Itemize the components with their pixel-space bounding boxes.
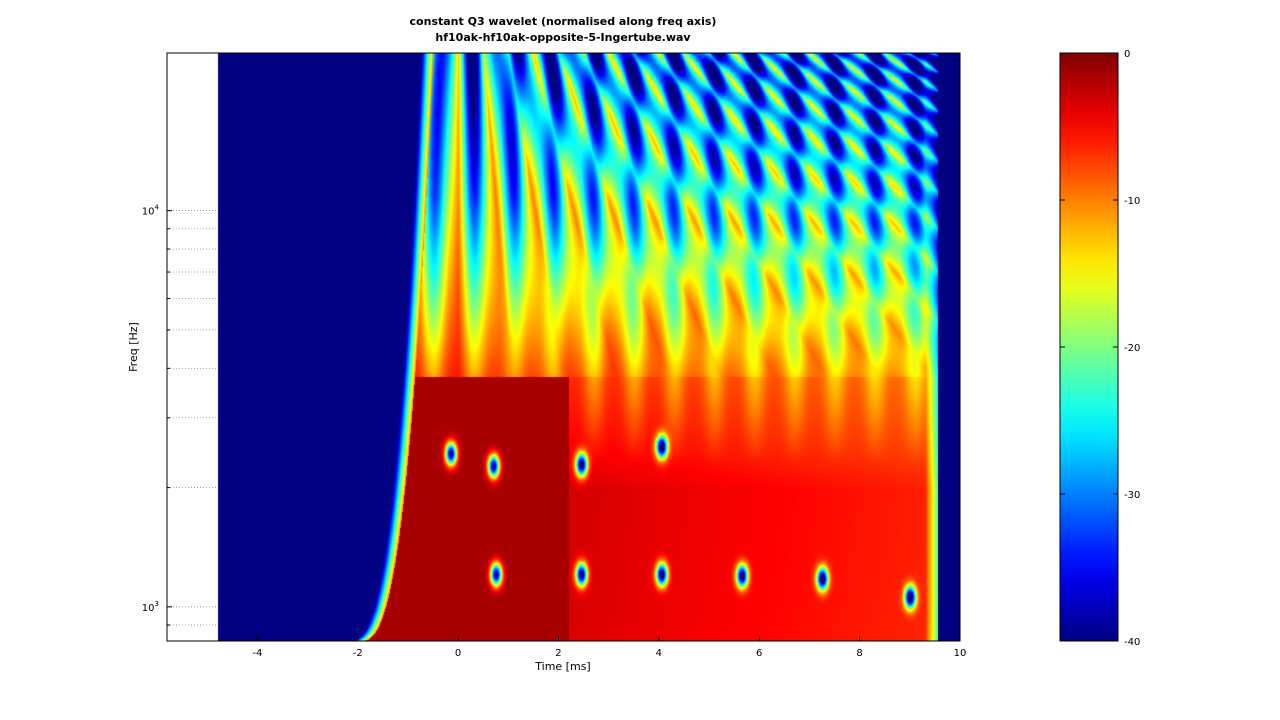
x-tick-label: 2 xyxy=(555,648,561,659)
x-tick-label: 4 xyxy=(656,648,662,659)
colorbar-ticks: 0 -10 -20 -30 -40 xyxy=(1060,49,1140,648)
heatmap-image xyxy=(167,53,960,641)
heatmap xyxy=(167,53,960,641)
x-tick-label: -2 xyxy=(353,648,363,659)
chart-subtitle-line: hf10ak-hf10ak-opposite-5-Ingertube.wav xyxy=(435,31,691,44)
y-axis-label: Freq [Hz] xyxy=(127,322,140,372)
plot-area: -4 -2 0 2 4 6 8 10 103 104 Time [ms] Freq [Hz] xyxy=(127,52,966,673)
x-tick-label: 10 xyxy=(954,648,967,659)
x-tick-label: 6 xyxy=(756,648,762,659)
colorbar-tick-label: -20 xyxy=(1124,343,1140,354)
colorbar-tick-label: -40 xyxy=(1124,637,1140,648)
chart-title: constant Q3 wavelet (normalised along fr… xyxy=(410,15,717,44)
colorbar-tick-label: -30 xyxy=(1124,490,1140,501)
colorbar-gradient xyxy=(1060,53,1118,641)
x-axis-label: Time [ms] xyxy=(534,660,590,673)
y-tick-label: 103 xyxy=(142,600,159,614)
plot-frame xyxy=(166,52,961,642)
x-axis-ticks: -4 -2 0 2 4 6 8 10 xyxy=(252,636,966,659)
y-tick-label: 104 xyxy=(142,204,160,218)
x-tick-label: 8 xyxy=(856,648,862,659)
colorbar-tick-label: 0 xyxy=(1124,49,1130,60)
x-tick-label: 0 xyxy=(455,648,461,659)
colorbar-tick-label: -10 xyxy=(1124,196,1140,207)
y-axis-ticks: 103 104 xyxy=(142,204,172,626)
x-tick-label: -4 xyxy=(252,648,262,659)
chart-title-line: constant Q3 wavelet (normalised along fr… xyxy=(410,15,717,28)
colorbar: 0 -10 -20 -30 -40 xyxy=(1059,49,1140,648)
